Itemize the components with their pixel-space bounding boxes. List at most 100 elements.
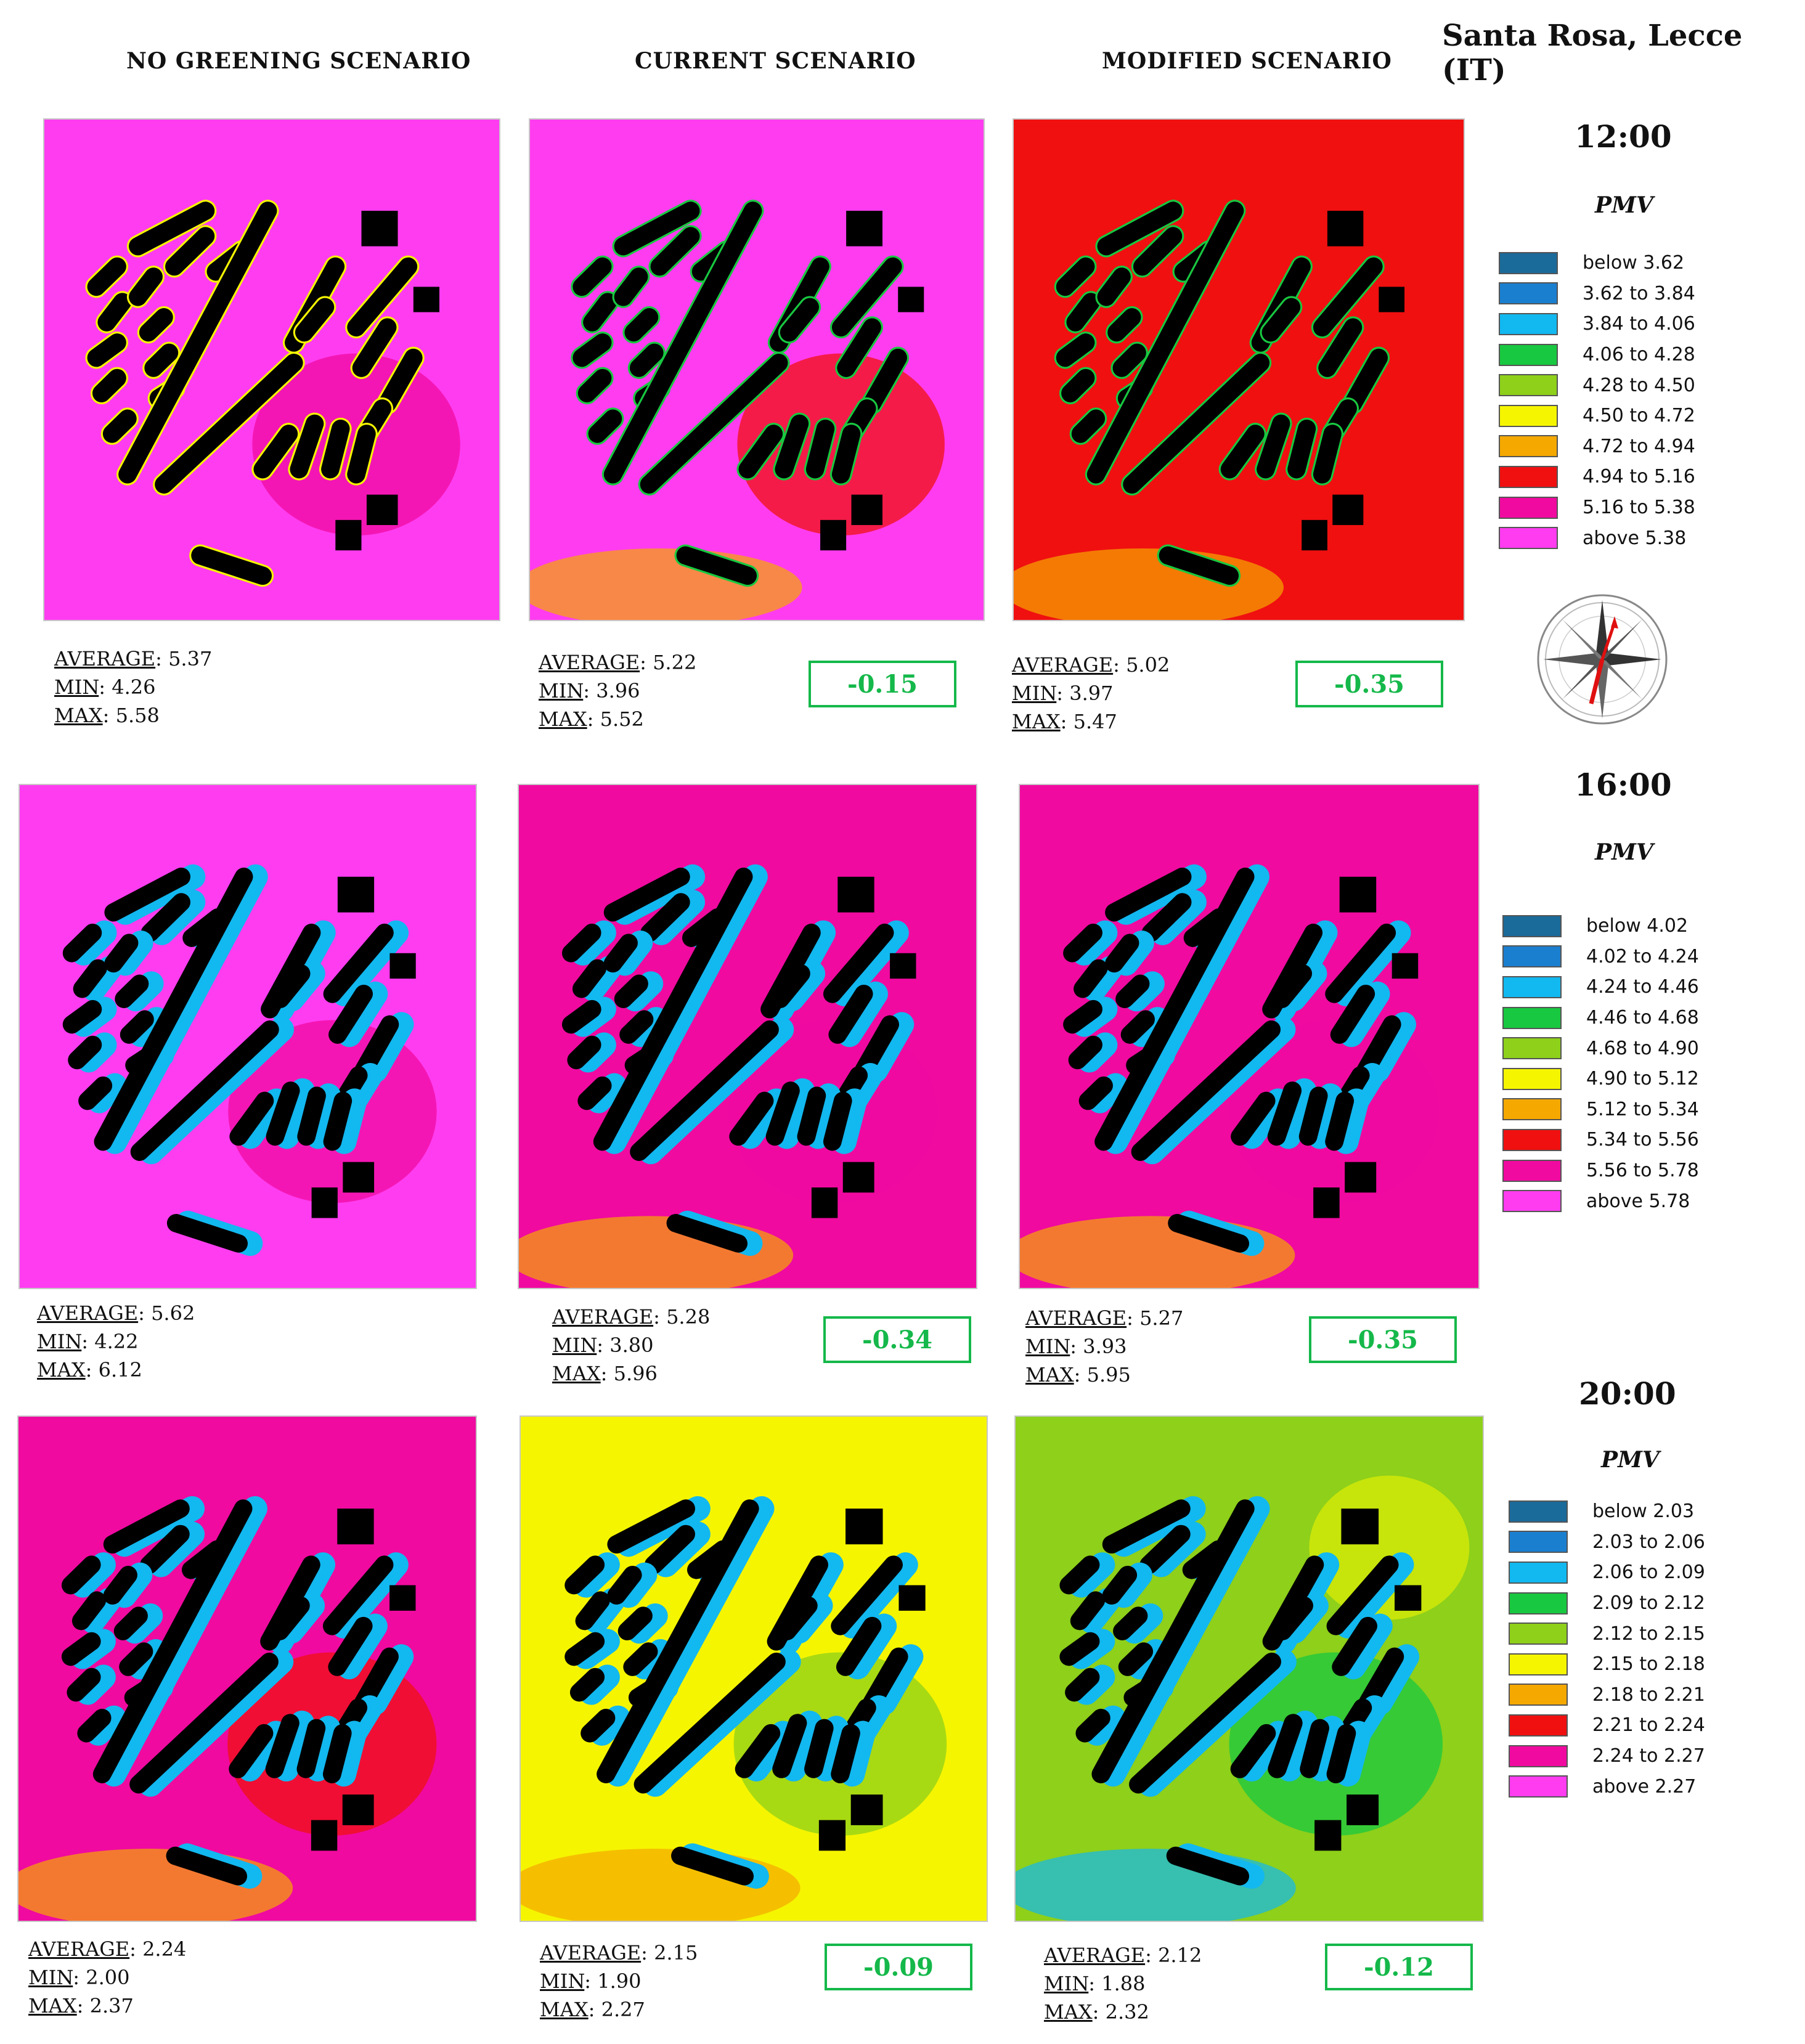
legend-label: 4.46 to 4.68 <box>1586 1007 1699 1029</box>
min-label: MIN <box>540 1969 585 1993</box>
max-value: : 5.96 <box>600 1362 658 1385</box>
time-label-12: 12:00 <box>1575 118 1672 155</box>
delta-badge-20-modified: -0.12 <box>1325 1944 1473 1990</box>
legend-swatch <box>1502 1190 1562 1213</box>
legend-swatch <box>1499 496 1558 519</box>
average-value: : 2.12 <box>1145 1944 1202 1967</box>
legend-swatch <box>1509 1592 1568 1614</box>
delta-badge-16-current: -0.34 <box>823 1316 971 1363</box>
average-value: : 5.28 <box>653 1305 711 1329</box>
stats-16-no-greening: AVERAGE: 5.62 MIN: 4.22 MAX: 6.12 <box>37 1299 195 1384</box>
map-svg <box>44 120 499 620</box>
average-label: AVERAGE <box>54 647 156 670</box>
legend-swatch <box>1502 945 1562 968</box>
legend-swatch <box>1502 1067 1562 1090</box>
average-value: : 2.15 <box>641 1941 698 1965</box>
legend-label: 5.16 to 5.38 <box>1583 497 1695 519</box>
figure-title: Santa Rosa, Lecce (IT) <box>1442 18 1743 88</box>
max-label: MAX <box>37 1358 86 1382</box>
average-label: AVERAGE <box>37 1301 139 1325</box>
legend-item: 5.56 to 5.78 <box>1502 1155 1700 1186</box>
legend-swatch <box>1502 1006 1562 1029</box>
legend-label: 2.18 to 2.21 <box>1592 1684 1705 1706</box>
min-label: MIN <box>552 1333 597 1357</box>
stats-12-no-greening: AVERAGE: 5.37 MIN: 4.26 MAX: 5.58 <box>54 645 212 730</box>
delta-badge-16-modified: -0.35 <box>1309 1316 1457 1363</box>
legend-swatch <box>1499 312 1558 335</box>
legend-item: below 2.03 <box>1509 1496 1706 1527</box>
map-12-modified <box>1013 118 1465 621</box>
pmv-label-16: PMV <box>1595 839 1653 865</box>
legend-label: 4.28 to 4.50 <box>1583 374 1695 396</box>
legend-label: 2.12 to 2.15 <box>1592 1623 1705 1645</box>
legend-16: below 4.02 4.02 to 4.24 4.24 to 4.46 4.46 t… <box>1502 911 1700 1216</box>
map-20-modified <box>1014 1415 1484 1922</box>
legend-swatch <box>1502 1037 1562 1060</box>
legend-item: below 4.02 <box>1502 911 1700 942</box>
time-label-20: 20:00 <box>1579 1375 1676 1412</box>
legend-item: 2.12 to 2.15 <box>1509 1618 1706 1649</box>
average-value: : 5.27 <box>1127 1306 1184 1330</box>
column-header-no-greening: NO GREENING SCENARIO <box>126 48 471 74</box>
map-svg <box>18 1417 476 1921</box>
legend-label: 2.24 to 2.27 <box>1592 1745 1705 1767</box>
min-value: : 1.88 <box>1088 1972 1146 1995</box>
legend-label: 2.06 to 2.09 <box>1592 1562 1705 1584</box>
legend-item: 2.09 to 2.12 <box>1509 1588 1706 1619</box>
legend-item: above 5.38 <box>1499 523 1696 553</box>
stats-16-modified: AVERAGE: 5.27 MIN: 3.93 MAX: 5.95 <box>1025 1304 1183 1389</box>
legend-item: 4.02 to 4.24 <box>1502 942 1700 972</box>
legend-swatch <box>1509 1531 1568 1553</box>
max-label: MAX <box>552 1362 601 1385</box>
legend-label: below 3.62 <box>1583 252 1685 274</box>
legend-label: 3.62 to 3.84 <box>1583 282 1695 304</box>
legend-swatch <box>1499 282 1558 305</box>
delta-badge-12-current: -0.15 <box>809 661 956 707</box>
legend-item: 2.18 to 2.21 <box>1509 1680 1706 1711</box>
legend-swatch <box>1499 374 1558 397</box>
legend-swatch <box>1509 1745 1568 1767</box>
max-value: : 5.58 <box>102 704 160 727</box>
legend-item: 5.16 to 5.38 <box>1499 492 1696 523</box>
legend-12: below 3.62 3.62 to 3.84 3.84 to 4.06 4.06 t… <box>1499 248 1696 553</box>
min-value: : 2.00 <box>73 1966 130 1989</box>
map-svg <box>1014 120 1464 620</box>
legend-swatch <box>1509 1500 1568 1523</box>
legend-label: 2.15 to 2.18 <box>1592 1653 1705 1676</box>
max-value: : 5.95 <box>1074 1363 1131 1386</box>
stats-20-no-greening: AVERAGE: 2.24 MIN: 2.00 MAX: 2.37 <box>28 1935 186 2020</box>
min-value: : 3.80 <box>597 1333 654 1357</box>
min-value: : 1.90 <box>584 1969 642 1993</box>
min-value: : 4.26 <box>99 675 156 699</box>
legend-item: 2.15 to 2.18 <box>1509 1649 1706 1680</box>
average-label: AVERAGE <box>28 1937 130 1961</box>
legend-swatch <box>1509 1684 1568 1706</box>
legend-label: 5.56 to 5.78 <box>1586 1160 1699 1182</box>
min-value: : 3.96 <box>583 679 640 702</box>
legend-label: 4.50 to 4.72 <box>1583 405 1695 427</box>
average-label: AVERAGE <box>1012 653 1114 677</box>
legend-swatch <box>1502 975 1562 998</box>
legend-item: 2.21 to 2.24 <box>1509 1710 1706 1741</box>
legend-label: 4.24 to 4.46 <box>1586 976 1699 998</box>
legend-item: 4.24 to 4.46 <box>1502 972 1700 1003</box>
column-header-modified: MODIFIED SCENARIO <box>1102 48 1392 74</box>
legend-item: 4.68 to 4.90 <box>1502 1033 1700 1064</box>
map-16-modified <box>1019 784 1480 1289</box>
delta-badge-12-modified: -0.35 <box>1295 661 1443 707</box>
average-label: AVERAGE <box>552 1305 654 1329</box>
map-20-no-greening <box>17 1415 477 1922</box>
legend-label: 3.84 to 4.06 <box>1583 313 1695 335</box>
map-svg <box>20 785 476 1288</box>
column-header-current: CURRENT SCENARIO <box>635 48 916 74</box>
legend-swatch <box>1502 1159 1562 1182</box>
legend-item: 5.34 to 5.56 <box>1502 1125 1700 1155</box>
time-label-16: 16:00 <box>1575 767 1672 803</box>
legend-item: below 3.62 <box>1499 248 1696 279</box>
legend-item: 4.94 to 5.16 <box>1499 462 1696 492</box>
average-value: : 5.37 <box>155 647 213 670</box>
map-svg <box>1016 1417 1483 1921</box>
legend-item: 3.62 to 3.84 <box>1499 279 1696 309</box>
pmv-label-12: PMV <box>1595 192 1653 218</box>
legend-swatch <box>1509 1561 1568 1584</box>
